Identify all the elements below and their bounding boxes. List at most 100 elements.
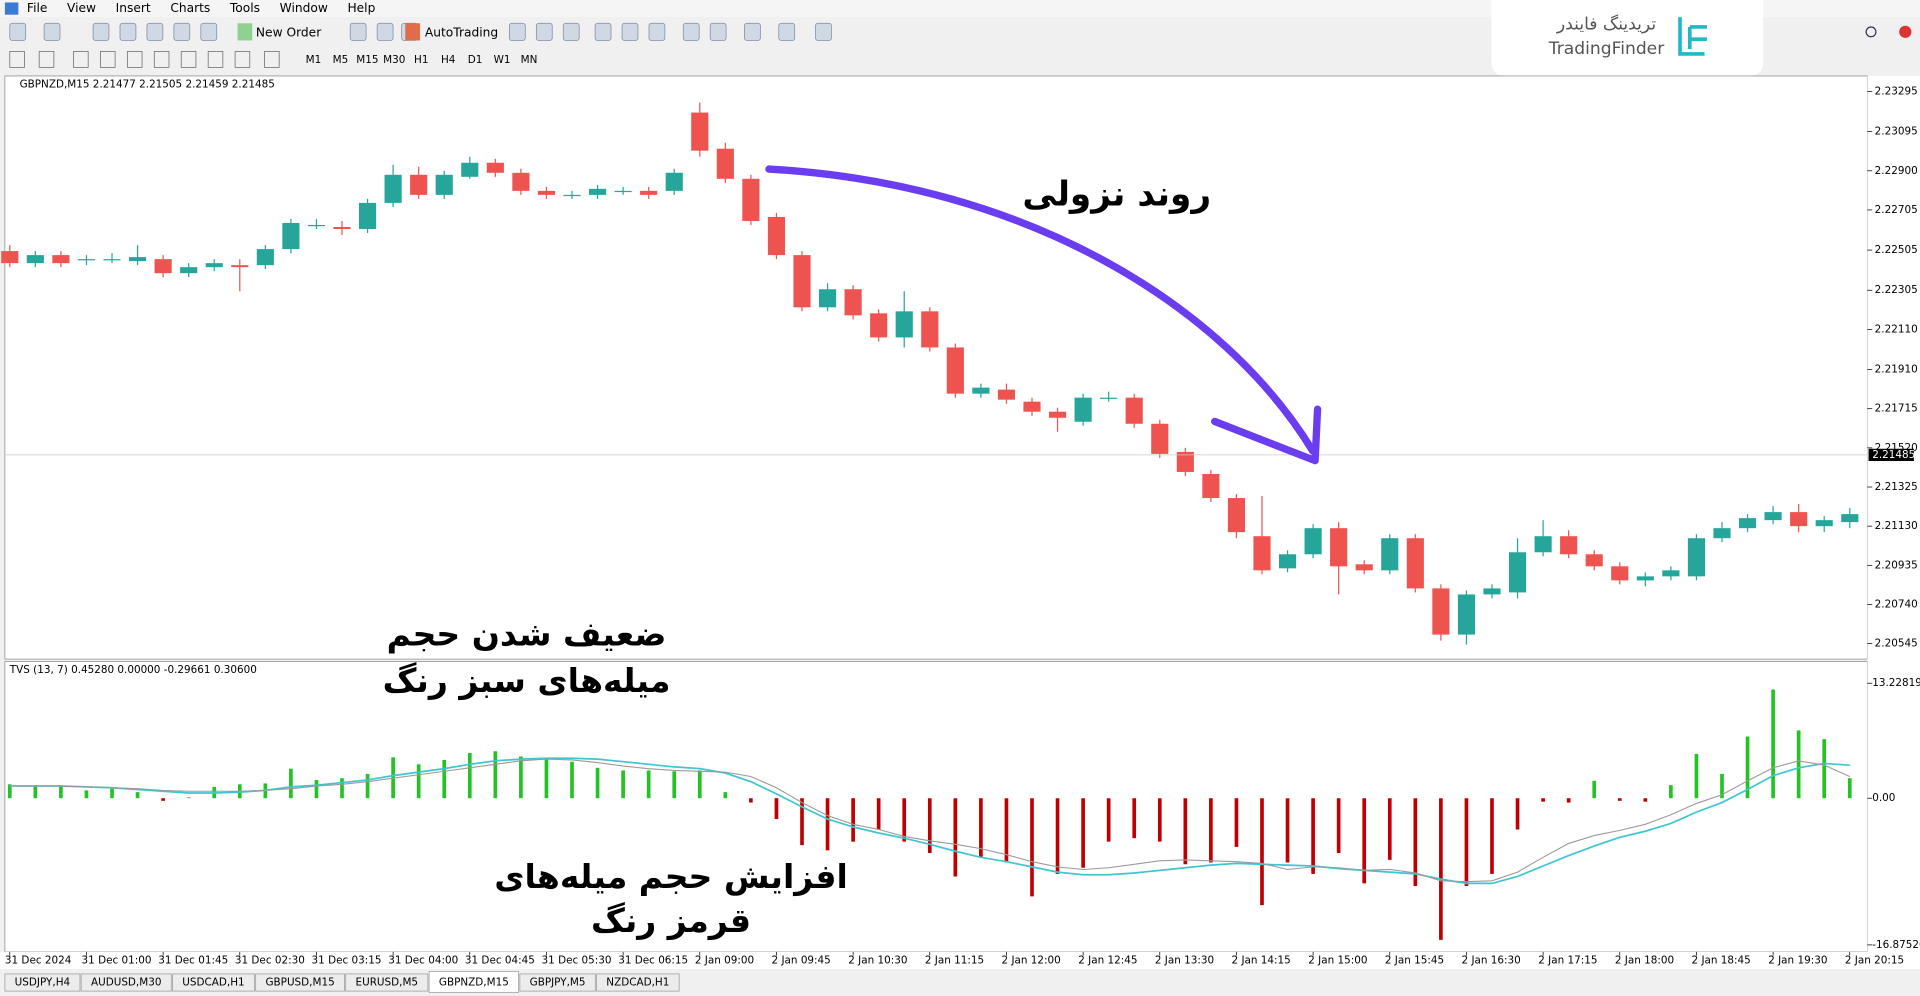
menu-item[interactable]: Tools (229, 1, 260, 15)
candle-body (1738, 518, 1757, 529)
timeframe-button[interactable]: M1 (306, 54, 322, 66)
candle-body (1457, 594, 1476, 635)
indicator-panel (4, 661, 1868, 953)
chart-tab[interactable]: GBPNZD,M15 (428, 971, 519, 993)
chart-tab[interactable]: USDCAD,H1 (172, 973, 255, 992)
app-icon (4, 2, 19, 15)
candle-body (1815, 520, 1833, 527)
chart-tab[interactable]: NZDCAD,H1 (596, 973, 680, 992)
toolbar-icon[interactable] (594, 22, 612, 41)
chart-tab[interactable]: GBPUSD,M15 (255, 973, 345, 992)
toolbar-icon[interactable] (376, 22, 394, 41)
candle-body (1713, 528, 1731, 539)
chart-tab[interactable]: AUDUSD,M30 (80, 973, 172, 992)
toolbar-icon[interactable] (43, 22, 61, 41)
chart-tab[interactable]: EURUSD,M5 (345, 973, 429, 992)
timeframe-button[interactable]: W1 (494, 54, 511, 66)
draw-tool-icon[interactable] (153, 51, 170, 68)
timeframe-button[interactable]: H4 (441, 54, 456, 66)
annotation: میله‌های سبز رنگ (383, 661, 671, 701)
toolbar-icon[interactable] (648, 22, 666, 41)
x-tick-label: 2 Jan 14:15 (1232, 954, 1291, 966)
toolbar-icon[interactable] (173, 22, 191, 41)
menu-item[interactable]: Help (347, 1, 375, 15)
last-price-bg (1868, 448, 1914, 462)
menu-item[interactable]: Insert (116, 1, 151, 15)
candle-body (1585, 554, 1603, 567)
new-order-icon[interactable] (237, 23, 253, 41)
toolbar-icon[interactable] (349, 22, 367, 41)
y-tick-label: 2.22900 (1875, 165, 1918, 177)
x-tick-label: 31 Dec 03:15 (312, 954, 382, 966)
menu-item[interactable]: Window (280, 1, 328, 15)
draw-tool-icon[interactable] (73, 51, 89, 68)
logo-icon (1678, 17, 1707, 56)
toolbar-icon[interactable] (815, 22, 832, 41)
candle-body (333, 227, 351, 230)
timeframe-button[interactable]: H1 (414, 54, 428, 66)
timeframe-button[interactable]: M30 (383, 54, 405, 66)
tab-label: AUDUSD,M30 (91, 977, 161, 989)
candle-body (26, 255, 44, 264)
toolbar-icon[interactable] (146, 22, 164, 41)
toolbar-icon[interactable] (509, 22, 526, 41)
toolbar-icon[interactable] (200, 22, 218, 41)
candle-body (256, 249, 274, 266)
search-icon[interactable] (1865, 26, 1877, 38)
toolbar-icon[interactable] (621, 22, 639, 41)
candle-body (1202, 473, 1220, 499)
candle-body (1227, 498, 1246, 533)
toolbar-icon[interactable] (744, 22, 761, 41)
toolbar-icon[interactable] (562, 22, 580, 41)
toolbar-icon[interactable] (92, 22, 110, 41)
notification-icon[interactable] (1899, 25, 1912, 38)
candle-body (563, 194, 581, 197)
auto-trading-icon[interactable] (405, 23, 420, 41)
menu-item[interactable]: File (27, 1, 47, 15)
timeframe-button[interactable]: M5 (333, 54, 349, 66)
draw-tool-icon[interactable] (234, 51, 251, 68)
chart-tab[interactable]: USDJPY,H4 (4, 973, 81, 992)
menu-item[interactable]: Charts (170, 1, 210, 15)
x-tick-label: 31 Dec 06:15 (618, 954, 688, 966)
auto-trading-button[interactable]: AutoTrading (425, 26, 498, 40)
draw-tool-icon[interactable] (264, 51, 280, 68)
y-tick-label: 2.22705 (1875, 204, 1918, 216)
draw-tool-icon[interactable] (9, 51, 25, 68)
menu-item[interactable]: View (67, 1, 96, 15)
toolbar-icon[interactable] (119, 22, 137, 41)
toolbar-icon[interactable] (778, 22, 796, 41)
timeframe-button[interactable]: M15 (356, 54, 378, 66)
candle-body (1381, 538, 1399, 571)
x-tick-label: 2 Jan 12:45 (1078, 954, 1137, 966)
chart-tab[interactable]: GBPJPY,M5 (519, 973, 596, 992)
x-tick-label: 31 Dec 01:45 (158, 954, 228, 966)
x-tick-label: 2 Jan 16:30 (1462, 954, 1521, 966)
candle-body (410, 174, 428, 195)
toolbar-icon[interactable] (9, 22, 27, 41)
candle-body (742, 178, 760, 221)
annotation: افزایش حجم میله‌های (494, 857, 848, 897)
timeframe-button[interactable]: MN (521, 54, 538, 66)
tab-bg (428, 971, 519, 993)
candle-body (1176, 451, 1194, 472)
toolbar-icon[interactable] (535, 22, 553, 41)
candle-body (435, 174, 453, 195)
draw-tool-icon[interactable] (207, 51, 224, 68)
timeframe-button[interactable]: D1 (468, 54, 483, 66)
x-tick-label: 31 Dec 04:45 (465, 954, 535, 966)
draw-tool-icon[interactable] (126, 51, 143, 68)
candle-body (1662, 570, 1680, 577)
price-panel (4, 75, 1868, 660)
toolbar-icon[interactable] (682, 22, 700, 41)
price-axis (1867, 75, 1920, 952)
draw-tool-icon[interactable] (100, 51, 116, 68)
toolbar-icon[interactable] (709, 22, 727, 41)
draw-tool-icon[interactable] (38, 51, 55, 68)
new-order-button[interactable]: New Order (256, 26, 322, 40)
candle-body (1278, 554, 1297, 569)
draw-tool-icon[interactable] (180, 51, 197, 68)
candle-body (231, 265, 249, 268)
candle-body (486, 162, 504, 173)
chart-title: GBPNZD,M15 2.21477 2.21505 2.21459 2.214… (20, 79, 275, 91)
